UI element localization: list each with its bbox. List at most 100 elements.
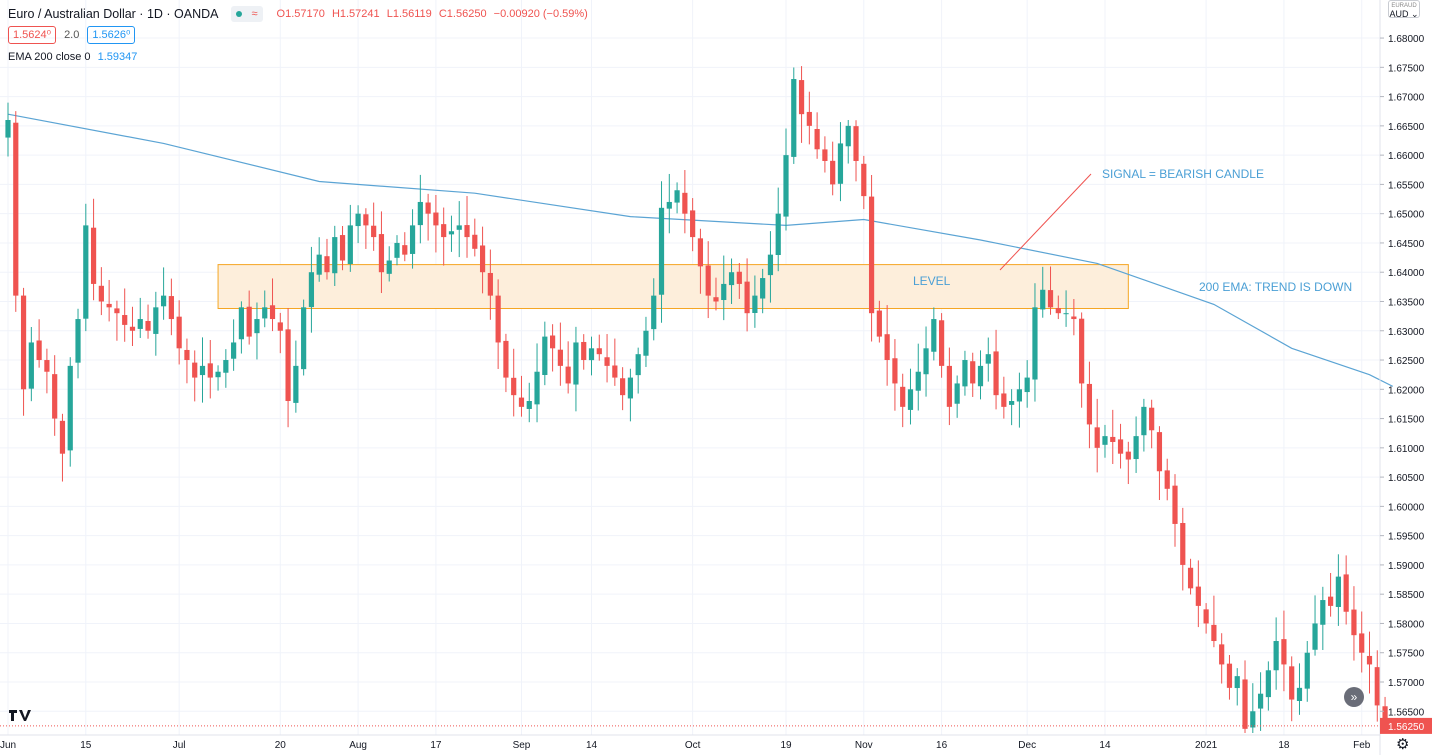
candle xyxy=(705,241,711,319)
candle xyxy=(355,205,361,244)
wave-icon: ≈ xyxy=(251,8,258,20)
candle xyxy=(1374,650,1380,722)
symbol-title[interactable]: Euro / Australian Dollar · 1D · OANDA xyxy=(8,7,219,21)
candle xyxy=(1343,555,1349,625)
candle xyxy=(363,208,369,249)
ohlc-values: O1.57170 H1.57241 L1.56119 C1.56250 −0.0… xyxy=(277,8,592,20)
candle xyxy=(246,290,252,345)
candle xyxy=(1195,560,1201,628)
market-status-icon xyxy=(235,11,242,17)
candle xyxy=(1133,416,1139,473)
candle xyxy=(339,225,346,271)
candle xyxy=(386,246,392,282)
candle xyxy=(604,334,610,383)
price-tick-label: 1.63500 xyxy=(1388,297,1425,308)
level-zone xyxy=(217,264,1129,310)
candle xyxy=(1047,266,1054,315)
candle xyxy=(277,312,283,354)
candle xyxy=(44,348,50,394)
candle xyxy=(122,288,128,342)
price-tick-label: 1.67000 xyxy=(1388,93,1425,104)
candle xyxy=(581,334,587,370)
candle xyxy=(137,297,143,338)
candle xyxy=(658,181,665,323)
candle xyxy=(1055,295,1061,320)
price-axis[interactable]: 1.68000 1.67500 1.67000 1.66500 1.66000 1.655… xyxy=(1379,0,1425,755)
candle xyxy=(666,173,672,234)
candle xyxy=(573,326,579,412)
price-tick-label: 1.58000 xyxy=(1388,619,1425,630)
candle xyxy=(736,262,742,299)
candle xyxy=(775,187,781,272)
price-tick-label: 1.63000 xyxy=(1388,327,1425,338)
candle xyxy=(293,340,299,413)
candles xyxy=(5,66,1388,733)
currency-button[interactable]: EURAUD AUD ⌄ xyxy=(1388,0,1420,19)
candle xyxy=(565,341,571,394)
candle xyxy=(487,249,493,320)
candle xyxy=(511,348,517,417)
candle xyxy=(75,308,81,379)
candle xyxy=(199,337,206,403)
candle xyxy=(1219,633,1225,684)
time-axis[interactable]: Jun 15 Jul 20 Aug 17 Sep 14 Oct 19 Nov 16 Dec 14 2021 1… xyxy=(0,734,1380,751)
candle xyxy=(596,334,602,361)
candle xyxy=(13,111,19,312)
status-pill[interactable]: ≈ xyxy=(230,6,263,22)
time-tick-label: 14 xyxy=(1099,740,1111,751)
candle xyxy=(417,174,423,244)
candle xyxy=(301,299,307,376)
price-tick-label: 1.66500 xyxy=(1388,122,1425,133)
candle xyxy=(1141,398,1147,452)
candle xyxy=(114,300,120,341)
price-tick-label: 1.59000 xyxy=(1388,561,1425,572)
candle xyxy=(588,336,595,376)
candle xyxy=(153,291,159,356)
candle xyxy=(1366,631,1373,694)
candle xyxy=(308,246,315,333)
candle xyxy=(495,279,501,369)
candle xyxy=(1335,554,1341,626)
candle xyxy=(542,321,548,386)
scroll-to-realtime-button[interactable]: » xyxy=(1344,687,1364,707)
candle xyxy=(620,367,626,411)
candle xyxy=(1257,672,1264,731)
candle xyxy=(402,232,408,262)
time-tick-label: Dec xyxy=(1018,740,1036,751)
currency-button-top: EURAUD xyxy=(1391,3,1417,9)
price-tick-label: 1.67500 xyxy=(1388,63,1425,74)
candle xyxy=(1001,376,1007,419)
candle xyxy=(464,196,470,258)
ema-legend-label: EMA 200 close 0 xyxy=(8,51,91,63)
candle xyxy=(1102,424,1108,458)
candle xyxy=(806,91,812,145)
time-tick-label: 16 xyxy=(936,740,948,751)
candle xyxy=(67,357,73,467)
candle xyxy=(1187,558,1194,595)
buy-button[interactable]: 1.5626⁰ xyxy=(87,26,136,44)
candle xyxy=(752,275,758,328)
price-tick-label: 1.62500 xyxy=(1388,356,1425,367)
price-tick-label: 1.64000 xyxy=(1388,268,1425,279)
sell-button[interactable]: 1.5624⁰ xyxy=(8,26,57,44)
candle xyxy=(479,226,486,294)
candle xyxy=(433,194,439,253)
price-tick-label: 1.60000 xyxy=(1388,502,1425,513)
candle xyxy=(1156,426,1163,501)
candle xyxy=(285,308,291,428)
price-tick-label: 1.58500 xyxy=(1388,590,1425,601)
ema-legend[interactable]: EMA 200 close 0 1.59347 xyxy=(8,51,137,63)
candle xyxy=(1094,398,1100,473)
candle xyxy=(892,339,898,411)
grid xyxy=(0,0,1380,735)
price-tick-label: 1.64500 xyxy=(1388,239,1425,250)
candle xyxy=(939,313,945,378)
candle xyxy=(690,198,696,252)
time-tick-label: 14 xyxy=(586,740,598,751)
settings-gear-icon[interactable]: ⚙ xyxy=(1396,736,1410,753)
candle xyxy=(923,326,929,397)
candle xyxy=(1079,312,1085,408)
candle xyxy=(884,305,890,386)
chart-header: Euro / Australian Dollar · 1D · OANDA ≈ … xyxy=(8,6,592,22)
